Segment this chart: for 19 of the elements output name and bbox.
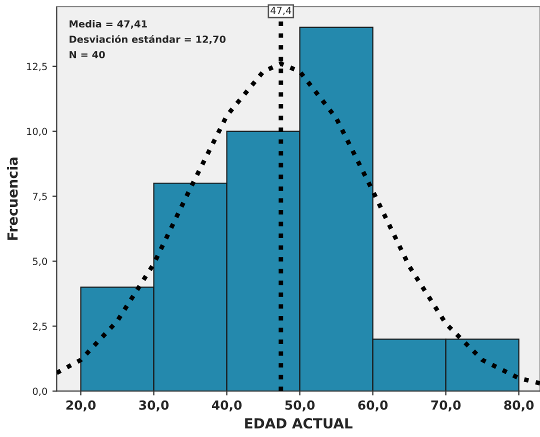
- x-tick-label: 50,0: [285, 400, 315, 412]
- y-tick-label: 2,5: [32, 322, 47, 331]
- x-tick-label: 40,0: [212, 400, 242, 412]
- y-tick-label: 12,5: [27, 62, 47, 72]
- x-tick-label: 30,0: [139, 400, 169, 412]
- x-tick-label: 70,0: [431, 400, 461, 412]
- y-axis-title: Frecuencia: [7, 158, 18, 240]
- y-tick-label: 5,0: [32, 258, 48, 266]
- x-tick-label: 80,0: [504, 400, 534, 412]
- annotation: Media = 47,41: [70, 20, 147, 29]
- y-tick-label: 10,0: [27, 128, 48, 136]
- annotation: N = 40: [70, 50, 105, 58]
- x-tick-label: 60,0: [358, 400, 388, 412]
- x-axis-title: EDAD ACTUAL: [245, 418, 352, 429]
- annotation: Desviación estándar = 12,70: [70, 35, 226, 44]
- y-tick-label: 0,0: [32, 388, 48, 396]
- ref-line-label: 47,4: [270, 6, 292, 16]
- y-tick-label: 7,5: [33, 192, 47, 202]
- x-tick-label: 20,0: [66, 400, 96, 412]
